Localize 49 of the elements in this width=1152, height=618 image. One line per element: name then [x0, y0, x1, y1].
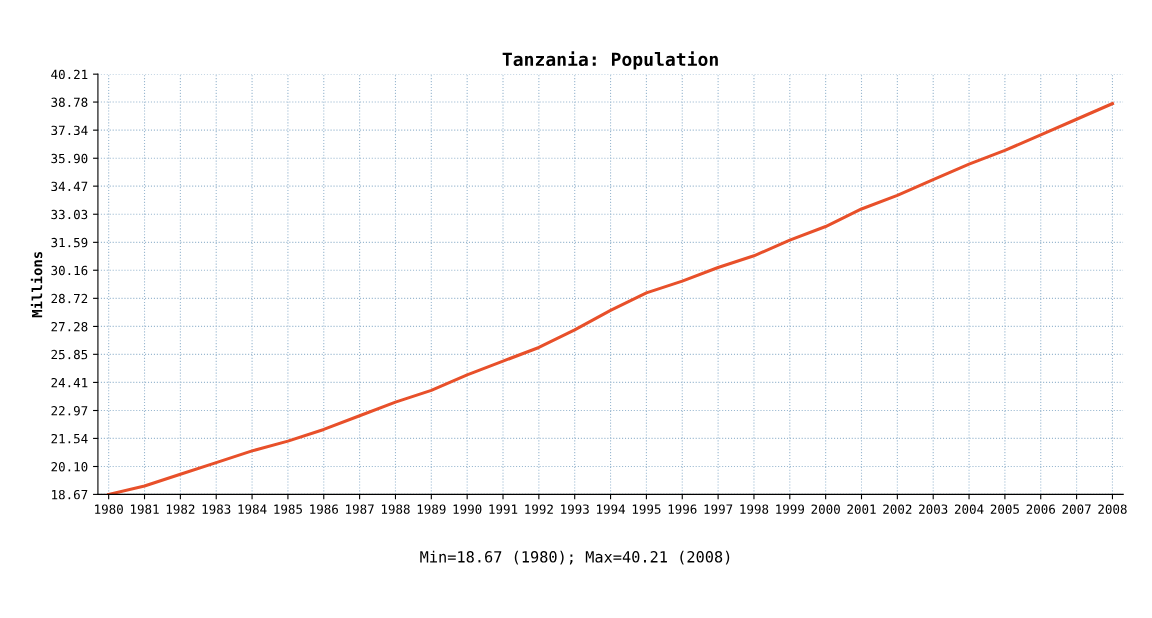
chart-title: Tanzania: Population — [502, 51, 718, 70]
y-tick-label: 35.90 — [51, 153, 88, 164]
y-tick-label: 20.10 — [51, 462, 88, 472]
x-tick-label: 1992 — [525, 504, 553, 514]
x-tick-label: 1994 — [597, 504, 626, 514]
x-tick-label: 2005 — [990, 504, 1019, 514]
text: Min=18.67 (1980); Max=40.21 (2008) — [420, 550, 730, 565]
y-tick-label: 33.03 — [51, 209, 88, 220]
y-tick-label: 38.78 — [51, 97, 88, 108]
x-tick-label: 2008 — [1098, 504, 1127, 514]
x-tick-label: 1987 — [346, 504, 374, 514]
x-tick-label: 1995 — [632, 504, 661, 514]
x-tick-label: 1999 — [776, 504, 805, 514]
y-tick-label: 18.67 — [52, 489, 88, 500]
y-tick-label: 27.28 — [51, 321, 88, 332]
x-tick-label: 2007 — [1062, 504, 1091, 514]
x-tick-label: 1988 — [381, 504, 410, 514]
y-tick-label: 37.34 — [51, 125, 88, 136]
x-tick-label: 2002 — [883, 504, 912, 514]
x-tick-label: 1983 — [202, 504, 231, 514]
y-tick-label: 24.41 — [51, 377, 88, 388]
y-tick-label: 21.54 — [51, 433, 88, 444]
x-tick-label: 1991 — [489, 504, 518, 514]
y-tick-label: 40.21 — [51, 69, 88, 80]
x-tick-label: 1998 — [740, 504, 769, 514]
x-tick-label: 1985 — [274, 504, 302, 514]
line-series — [107, 102, 1114, 495]
x-tick-label: 1981 — [130, 504, 159, 514]
x-tick-label: 2000 — [811, 504, 840, 514]
x-tick-label: 1982 — [166, 504, 195, 514]
x-tick-label: 2006 — [1026, 504, 1055, 514]
y-tick-label: 30.16 — [51, 265, 88, 276]
x-tick-label: 2004 — [954, 504, 984, 514]
y-axis-title: Millions — [30, 251, 43, 318]
x-tick-label: 2001 — [847, 504, 876, 514]
y-tick-label: 34.47 — [51, 181, 88, 192]
y-tick-label: 31.59 — [51, 237, 88, 248]
x-tick-label: 1993 — [561, 504, 589, 514]
x-tick-label: 1980 — [95, 504, 123, 514]
x-tick-label: 1990 — [453, 504, 482, 514]
x-tick-label: 2003 — [919, 504, 948, 514]
y-tick-label: 22.97 — [51, 406, 88, 416]
x-tick-label: 1996 — [668, 504, 697, 514]
x-tick-label: 1989 — [417, 504, 446, 514]
x-tick-label: 1997 — [704, 504, 733, 514]
x-tick-label: 1986 — [310, 504, 339, 514]
y-tick-label: 28.72 — [51, 293, 88, 304]
x-tick-label: 1984 — [238, 504, 267, 514]
y-tick-label: 25.85 — [51, 349, 88, 360]
